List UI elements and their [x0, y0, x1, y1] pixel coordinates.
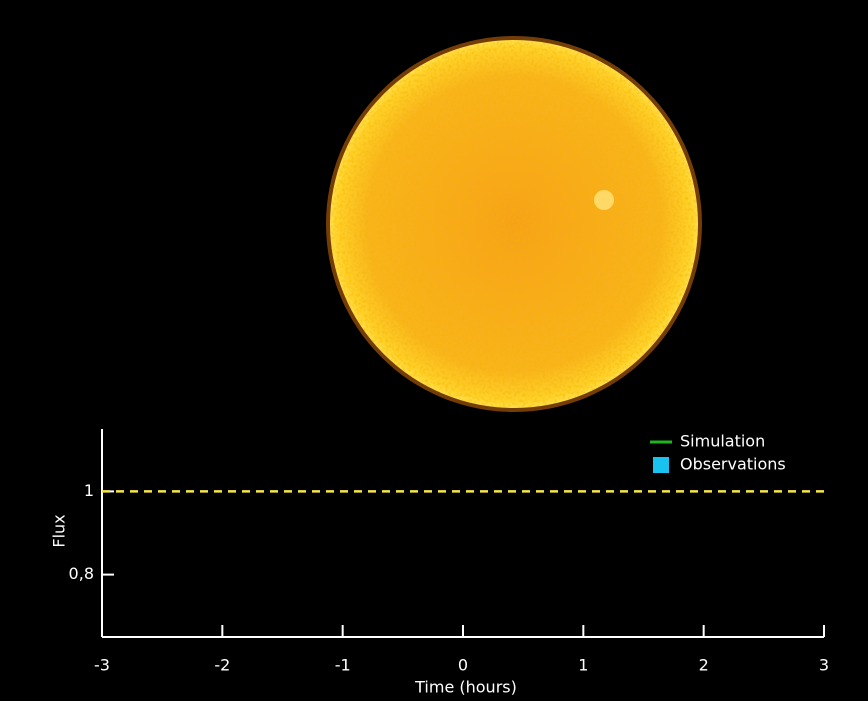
legend-label: Observations [680, 455, 786, 474]
x-tick-label: 2 [699, 656, 709, 675]
x-tick-label: -3 [94, 656, 110, 675]
x-tick-label: -2 [214, 656, 230, 675]
legend-swatch [653, 457, 669, 473]
chart: Time (hours) Flux -3 -2 -1 0 1 2 3 0,8 1 Simulati… [0, 0, 868, 701]
x-tick-label: 0 [458, 656, 468, 675]
y-tick-label: 0,8 [69, 564, 94, 583]
x-axis-label: Time (hours) [414, 678, 517, 697]
x-tick-label: -1 [335, 656, 351, 675]
x-tick-label: 1 [578, 656, 588, 675]
sun-image [326, 36, 702, 412]
x-tick-label: 3 [819, 656, 829, 675]
legend-label: Simulation [680, 432, 765, 451]
y-tick-label: 1 [84, 481, 94, 500]
page: Time (hours) Flux -3 -2 -1 0 1 2 3 0,8 1 Simulati… [0, 0, 868, 701]
y-axis-label: Flux [50, 514, 69, 547]
